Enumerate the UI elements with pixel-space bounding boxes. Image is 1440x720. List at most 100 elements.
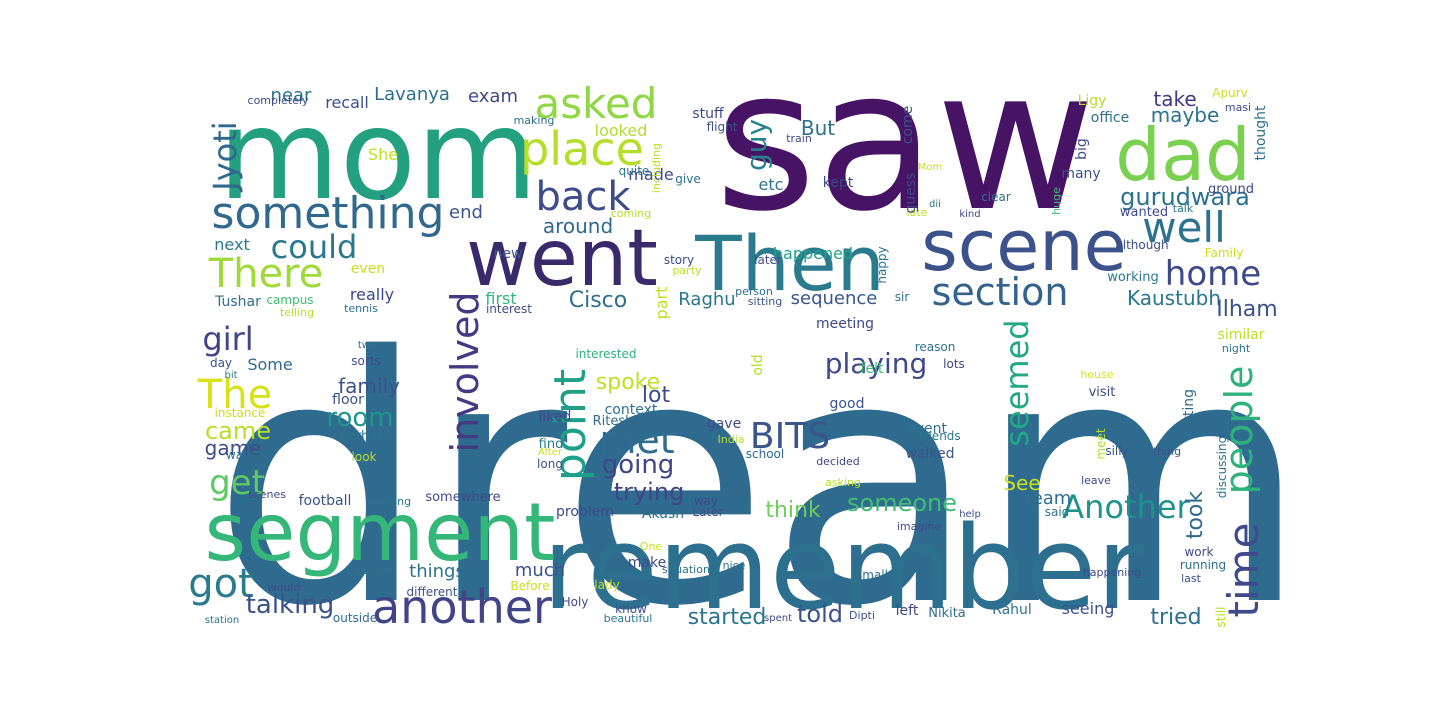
word-went: went: [466, 214, 658, 304]
word-came: came: [205, 417, 271, 445]
word-apurv: Apurv: [1212, 86, 1247, 100]
word-including: including: [650, 143, 663, 193]
word-kind: kind: [959, 209, 980, 220]
word-trying: trying: [614, 478, 685, 506]
word-sequence: sequence: [791, 288, 878, 309]
word-kaustubh: Kaustubh: [1127, 286, 1221, 310]
word-dii: dii: [929, 199, 941, 210]
word-long: long: [537, 457, 563, 471]
word-flight: flight: [707, 120, 738, 134]
word-met: met: [599, 418, 674, 462]
word-old: old: [750, 354, 766, 375]
word-team: team: [1025, 488, 1072, 509]
word-decided: decided: [816, 455, 860, 468]
word-way: way: [694, 494, 718, 508]
word-but: But: [801, 116, 835, 140]
word-instance: instance: [215, 406, 266, 420]
word-took: took: [1183, 491, 1208, 540]
word-small: small: [856, 568, 888, 582]
word-tried: tried: [1150, 605, 1201, 630]
word-ground: ground: [1208, 182, 1254, 197]
word-segment: segment: [205, 486, 556, 579]
word-well: well: [1142, 203, 1226, 252]
word-recall: recall: [325, 93, 369, 112]
word-completely: completely: [248, 94, 309, 107]
word-family: family: [338, 374, 400, 398]
word-asking: asking: [825, 476, 861, 489]
word-holy: Holy: [562, 595, 589, 609]
word-things: things: [409, 561, 465, 582]
word-second: second: [355, 563, 398, 577]
word-situation: situation: [662, 563, 710, 576]
word-spent: spent: [764, 613, 792, 624]
word-started: started: [688, 605, 767, 630]
word-around: around: [543, 214, 613, 238]
word-come: come: [900, 106, 916, 145]
word-person: person: [735, 285, 773, 298]
word-running: running: [1180, 558, 1226, 572]
word-outside: outside: [333, 611, 377, 625]
word-take: take: [1153, 87, 1196, 111]
word-later: later: [754, 253, 782, 267]
word-later: Later: [692, 505, 723, 519]
word-end: end: [449, 202, 483, 223]
word-lavanya: Lavanya: [374, 84, 450, 105]
word-happy: happy: [875, 246, 889, 283]
word-akash: Akash: [642, 506, 684, 522]
word-know: know: [615, 602, 647, 616]
word-looked: looked: [595, 121, 648, 140]
word-talking: talking: [246, 590, 335, 620]
word-left: left: [896, 603, 919, 619]
word-guess: guess: [903, 173, 919, 214]
word-guy: guy: [740, 119, 773, 171]
word-context: context: [605, 402, 658, 418]
word-bit: bit: [224, 370, 237, 381]
word-raghu: Raghu: [678, 289, 735, 310]
word-exam: exam: [468, 86, 518, 107]
word-another: another: [372, 580, 552, 634]
word-game: game: [205, 436, 262, 460]
word-maybe: maybe: [1151, 103, 1220, 127]
word-tennis: tennis: [344, 302, 378, 315]
word-different: different: [407, 585, 458, 599]
word-after: After: [538, 447, 563, 458]
word-beautiful: beautiful: [604, 612, 653, 625]
word-mom: Mom: [918, 162, 943, 173]
word-going: going: [602, 450, 675, 480]
word-help: help: [959, 509, 981, 520]
word-tushar: Tushar: [214, 294, 261, 310]
word-although: although: [1115, 238, 1168, 252]
word-interest: interest: [486, 302, 532, 316]
word-night: night: [1222, 342, 1251, 355]
word-give: give: [675, 172, 700, 186]
word-rahul: Rahul: [992, 602, 1032, 618]
word-lot: lot: [642, 383, 671, 408]
word-train: train: [786, 132, 812, 145]
word-floor: floor: [332, 392, 364, 408]
word-meeting: meeting: [816, 316, 874, 332]
word-see: See: [1003, 471, 1040, 495]
word-story: story: [664, 253, 694, 267]
word-another: Another: [1062, 488, 1190, 526]
word-etc: etc: [759, 175, 784, 194]
word-discussing: discussing: [1215, 436, 1229, 498]
word-similar: similar: [1218, 327, 1265, 343]
word-gave: gave: [707, 416, 741, 432]
word-thing: thing: [1153, 445, 1181, 458]
word-much: much: [515, 560, 565, 581]
word-get: get: [209, 463, 265, 503]
word-really: really: [350, 285, 394, 304]
word-spoke: spoke: [596, 370, 660, 395]
word-would: would: [268, 581, 301, 594]
word-huge: huge: [1050, 187, 1063, 215]
word-felt: felt: [861, 361, 884, 377]
word-remember: remember: [542, 502, 1144, 636]
word-house: house: [1080, 368, 1113, 381]
word-meet: meet: [1094, 428, 1108, 459]
word-even: even: [351, 261, 385, 277]
word-jyoti: Jyoti: [206, 121, 244, 192]
word-home: home: [1165, 254, 1261, 294]
word-event: event: [907, 421, 947, 437]
word-liked: liked: [539, 409, 572, 425]
